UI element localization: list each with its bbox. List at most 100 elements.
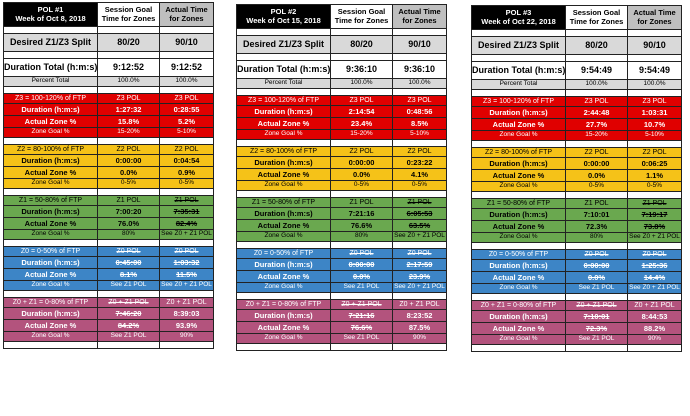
zone-duration-actual: 0:06:25 (627, 157, 682, 170)
zone-actual-actual: 8.5% (392, 117, 447, 130)
zone-actual-row: Actual Zone % 0.0% 4.1% (236, 168, 447, 181)
zone-actual-row: Actual Zone % 0.0% 1.1% (471, 169, 682, 182)
zone-header: Z0 + Z1 = 0-80% of FTP (3, 297, 98, 308)
zone-header: Z1 = 50-80% of FTP (236, 197, 331, 208)
zone-actual-label: Actual Zone % (471, 118, 566, 131)
zone-duration-actual: 6:05:53 (392, 207, 447, 220)
percent-total-label: Percent Total (3, 76, 98, 87)
pol-title: POL #1 (37, 4, 64, 14)
table-header-row: POL #2 Week of Oct 15, 2018 Session Goal … (236, 4, 447, 29)
zone-goal-actual: 5-10% (392, 129, 447, 140)
percent-total-row: Percent Total 100.0% 100.0% (471, 79, 682, 90)
pol-table: POL #3 Week of Oct 22, 2018 Session Goal … (471, 5, 682, 352)
zone-goal-row: Zone Goal % 15-20% 5-10% (3, 127, 214, 138)
zone-duration-goal: 0:00:00 (330, 258, 393, 271)
zone-actual-label: Actual Zone % (471, 169, 566, 182)
percent-total-goal: 100.0% (330, 78, 393, 89)
zone-header-row: Z1 = 50-80% of FTP Z1 POL Z1 POL (236, 197, 447, 208)
zone-header: Z0 = 0-50% of FTP (236, 248, 331, 259)
zone-actual-goal: 0.0% (565, 169, 628, 182)
zone-actual-header: Z0 + Z1 POL (392, 299, 447, 310)
zone-header-row: Z3 = 100-120% of FTP Z3 POL Z3 POL (471, 96, 682, 107)
zone-actual-actual: 10.7% (627, 118, 682, 131)
zone-goal-header: Z0 POL (565, 249, 628, 260)
zone-actual-goal: 84.2% (97, 319, 160, 332)
percent-total-goal: 100.0% (97, 76, 160, 87)
zone-goal-header: Z2 POL (97, 144, 160, 155)
zone-duration-row: Duration (h:m:s) 7:10:01 7:19:17 (471, 208, 682, 221)
zone-goal-row: Zone Goal % See Z1 POL 90% (471, 334, 682, 345)
percent-total-label: Percent Total (236, 78, 331, 89)
zone-actual-row: Actual Zone % 8.1% 11.5% (3, 268, 214, 281)
pol-week: Week of Oct 15, 2018 (246, 15, 321, 25)
zone-header-row: Z2 = 80-100% of FTP Z2 POL Z2 POL (3, 144, 214, 155)
zone-goal-header: Z0 + Z1 POL (97, 297, 160, 308)
zone-goal-row: Zone Goal % See Z1 POL See Z0 + Z1 POL (236, 282, 447, 293)
zone-duration-goal: 0:00:00 (97, 154, 160, 167)
zone-actual-actual: 82.4% (159, 217, 214, 230)
zone-duration-actual: 0:48:56 (392, 105, 447, 118)
split-label: Desired Z1/Z3 Split (471, 36, 566, 55)
zone-actual-goal: 76.0% (97, 217, 160, 230)
zone-goal-actual: See Z0 + Z1 POL (159, 229, 214, 240)
percent-total-row: Percent Total 100.0% 100.0% (236, 78, 447, 89)
zone-actual-label: Actual Zone % (3, 319, 98, 332)
zone-actual-goal: 27.7% (565, 118, 628, 131)
zone-header: Z0 + Z1 = 0-80% of FTP (236, 299, 331, 310)
zone-duration-goal: 7:46:20 (97, 307, 160, 320)
actual-time-header: Actual Time for Zones (159, 2, 214, 27)
zone-actual-label: Actual Zone % (236, 270, 331, 283)
zone-goal-header: Z0 + Z1 POL (565, 300, 628, 311)
zone-goal-label: Zone Goal % (236, 333, 331, 344)
zone-goal-actual: 0-5% (392, 180, 447, 191)
zone-header: Z3 = 100-120% of FTP (236, 95, 331, 106)
duration-total-row: Duration Total (h:m:s) 9:54:49 9:54:49 (471, 61, 682, 80)
zone-goal-label: Zone Goal % (471, 334, 566, 345)
zone-actual-label: Actual Zone % (236, 168, 331, 181)
zone-duration-label: Duration (h:m:s) (3, 154, 98, 167)
zone-actual-label: Actual Zone % (236, 117, 331, 130)
zone-actual-goal: 72.3% (565, 220, 628, 233)
zone-actual-actual: 0.9% (159, 166, 214, 179)
zone-actual-actual: 4.1% (392, 168, 447, 181)
zone-goal-goal: 0-5% (330, 180, 393, 191)
split-row: Desired Z1/Z3 Split 80/20 90/10 (236, 35, 447, 54)
pol-title: POL #3 (505, 7, 532, 17)
percent-total-actual: 100.0% (627, 79, 682, 90)
zone-actual-row: Actual Zone % 84.2% 93.9% (3, 319, 214, 332)
zone-actual-header: Z2 POL (627, 147, 682, 158)
zone-goal-actual: 90% (159, 331, 214, 342)
zone-goal-label: Zone Goal % (471, 283, 566, 294)
zone-goal-goal: 15-20% (97, 127, 160, 138)
zone-duration-row: Duration (h:m:s) 0:00:00 2:17:59 (236, 258, 447, 271)
duration-total-label: Duration Total (h:m:s) (236, 60, 331, 79)
zone-goal-goal: 0-5% (565, 181, 628, 192)
zone-header-row: Z3 = 100-120% of FTP Z3 POL Z3 POL (3, 93, 214, 104)
zone-actual-row: Actual Zone % 23.4% 8.5% (236, 117, 447, 130)
duration-total-row: Duration Total (h:m:s) 9:12:52 9:12:52 (3, 58, 214, 77)
zone-header-row: Z0 + Z1 = 0-80% of FTP Z0 + Z1 POL Z0 + … (3, 297, 214, 308)
zone-goal-goal: 80% (565, 232, 628, 243)
zone-goal-header: Z0 POL (330, 248, 393, 259)
zone-duration-actual: 1:03:32 (159, 256, 214, 269)
duration-total-goal: 9:36:10 (330, 60, 393, 79)
zone-goal-actual: See Z0 + Z1 POL (392, 282, 447, 293)
zone-goal-header: Z2 POL (565, 147, 628, 158)
split-label: Desired Z1/Z3 Split (3, 33, 98, 52)
zone-goal-label: Zone Goal % (3, 280, 98, 291)
zone-duration-label: Duration (h:m:s) (471, 310, 566, 323)
pol-title-cell: POL #3 Week of Oct 22, 2018 (471, 5, 566, 30)
zone-actual-actual: 87.5% (392, 321, 447, 334)
zone-header: Z3 = 100-120% of FTP (471, 96, 566, 107)
zone-header-row: Z2 = 80-100% of FTP Z2 POL Z2 POL (471, 147, 682, 158)
zone-goal-label: Zone Goal % (236, 180, 331, 191)
zone-actual-actual: 73.8% (627, 220, 682, 233)
zone-duration-row: Duration (h:m:s) 7:46:20 8:39:03 (3, 307, 214, 320)
zone-actual-actual: 5.2% (159, 115, 214, 128)
zone-header: Z0 = 0-50% of FTP (3, 246, 98, 257)
split-actual: 90/10 (159, 33, 214, 52)
duration-total-actual: 9:36:10 (392, 60, 447, 79)
percent-total-actual: 100.0% (159, 76, 214, 87)
zone-goal-goal: 0-5% (97, 178, 160, 189)
zone-duration-actual: 7:19:17 (627, 208, 682, 221)
